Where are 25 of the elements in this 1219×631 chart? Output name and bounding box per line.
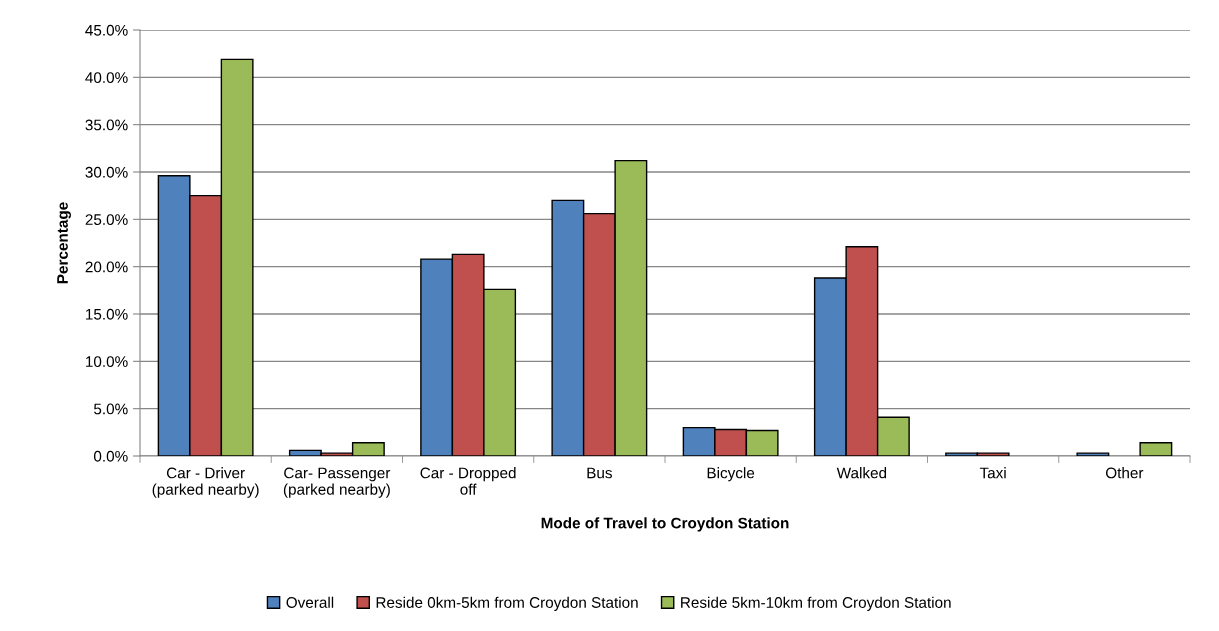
y-tick-label: 5.0% xyxy=(93,403,128,415)
bar xyxy=(1076,452,1110,456)
x-tick-label: Taxi xyxy=(979,467,1006,479)
x-tick-label: Car - Driver (parked nearby) xyxy=(152,467,259,498)
y-tick-label: 20.0% xyxy=(85,261,128,273)
legend-label: Overall xyxy=(286,596,334,608)
x-axis-title: Mode of Travel to Croydon Station xyxy=(541,517,789,532)
y-tick-label: 15.0% xyxy=(86,308,128,320)
x-tick-label: Bus xyxy=(587,467,612,479)
y-tick-label: 45.0% xyxy=(85,24,128,36)
y-tick-label: 40.0% xyxy=(85,72,128,84)
y-tick-label: 0.0% xyxy=(93,450,128,462)
x-tick-label: Walked xyxy=(836,467,887,479)
legend-label: Reside 5km-10km from Croydon Station xyxy=(681,596,951,611)
x-tick-label: Car - Dropped off xyxy=(420,467,516,495)
y-tick-label: 25.0% xyxy=(85,214,128,226)
bar xyxy=(1139,442,1173,456)
legend-label: Reside 0km-5km from Croydon Station xyxy=(376,596,638,611)
x-tick-label: Other xyxy=(1106,467,1144,479)
x-tick-label: Bicycle xyxy=(707,467,755,482)
x-tick-label: Car- Passenger (parked nearby) xyxy=(283,467,391,498)
y-tick-label: 35.0% xyxy=(85,119,128,131)
y-tick-label: 30.0% xyxy=(85,166,128,178)
y-axis-title: Percentage xyxy=(57,202,71,284)
y-tick-label: 10.0% xyxy=(86,356,128,368)
